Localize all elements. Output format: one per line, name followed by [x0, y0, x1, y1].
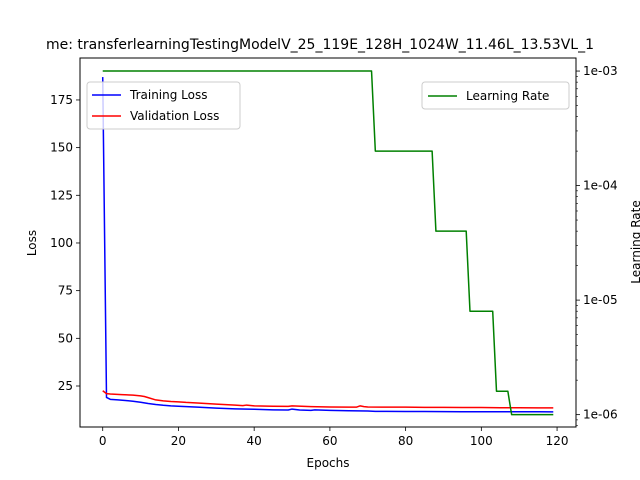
y2-tick-label: 1e-03 — [583, 64, 618, 78]
y-tick-label: 100 — [50, 236, 73, 250]
y2-tick-label: 1e-04 — [583, 179, 618, 193]
y2-axis-label: Learning Rate — [629, 200, 640, 283]
x-tick-label: 60 — [322, 434, 337, 448]
series-line-training-loss — [101, 77, 554, 413]
x-tick-label: 20 — [171, 434, 186, 448]
y-tick-label: 150 — [50, 141, 73, 155]
y-axis-right: 1e-06 1e-05 1e-04 1e-03 — [576, 64, 618, 427]
legend-entry-label: Validation Loss — [130, 109, 219, 123]
x-tick-label: 80 — [398, 434, 413, 448]
y-tick-label: 175 — [50, 93, 73, 107]
y-tick-label: 125 — [50, 188, 73, 202]
y2-tick-label: 1e-06 — [583, 408, 618, 422]
x-tick-label: 0 — [99, 434, 107, 448]
x-axis: 0 20 40 60 80 100 120 — [99, 427, 569, 448]
chart-title: me: transferlearningTestingModelV_25_119… — [46, 37, 594, 53]
plot-frame — [79, 57, 577, 428]
y-axis-left: 25 50 75 100 125 150 175 — [50, 93, 80, 393]
legend-learning-rate: Learning Rate — [421, 81, 570, 110]
y-tick-label: 75 — [58, 284, 73, 298]
series-line-validation-loss — [102, 390, 554, 409]
x-axis-label: Epochs — [307, 456, 350, 470]
y-tick-label: 50 — [58, 331, 73, 345]
series-layer — [101, 70, 554, 416]
legend-loss: Training Loss Validation Loss — [86, 81, 241, 130]
y-axis-label: Loss — [25, 230, 39, 256]
x-tick-label: 40 — [247, 434, 262, 448]
x-tick-label: 100 — [470, 434, 493, 448]
x-tick-label: 120 — [546, 434, 569, 448]
series-line-learning-rate — [102, 70, 554, 416]
legend-entry-label: Training Loss — [129, 88, 207, 102]
legend-loss-box — [86, 81, 241, 130]
legend-learning-rate-box — [421, 81, 570, 110]
plot-area — [101, 70, 554, 416]
legend-entry-label: Learning Rate — [466, 89, 549, 103]
y2-tick-label: 1e-05 — [583, 293, 618, 307]
y-tick-label: 25 — [58, 379, 73, 393]
